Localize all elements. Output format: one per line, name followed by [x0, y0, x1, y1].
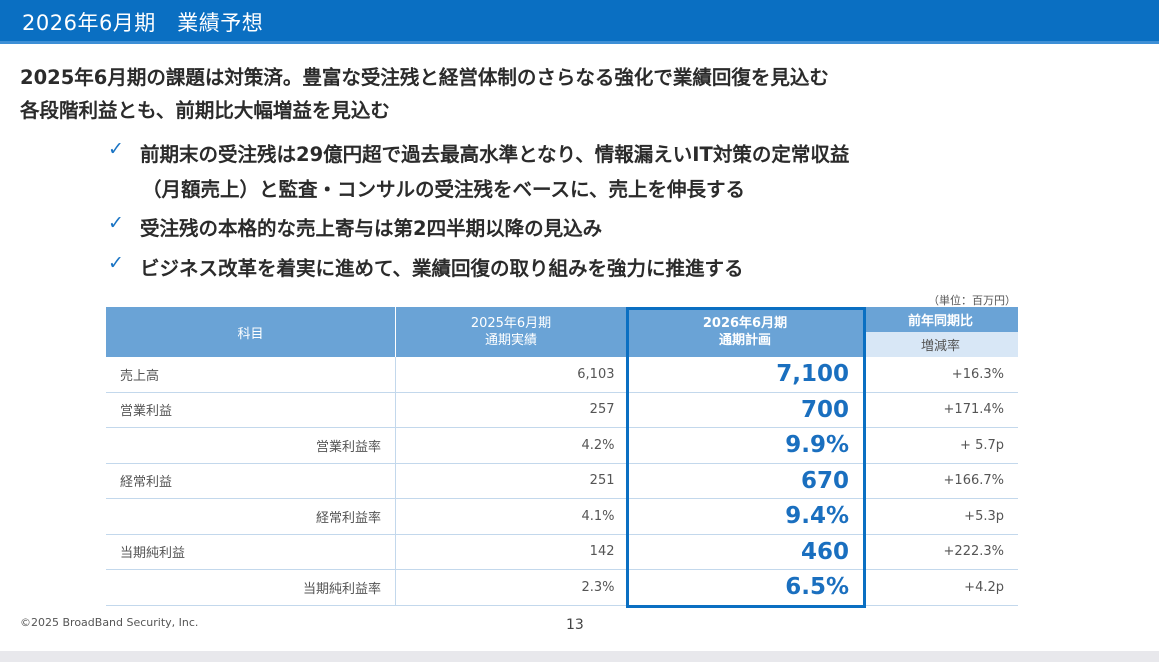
slide-title: 2026年6月期 業績予想: [22, 11, 264, 35]
bullet-item: ✓ 受注残の本格的な売上寄与は第2四半期以降の見込み: [108, 212, 849, 252]
table-row: 経常利益 251 670 +166.7%: [106, 463, 1018, 499]
table-row: 当期純利益 142 460 +222.3%: [106, 534, 1018, 570]
bullet-text: ビジネス改革を着実に進めて、業績回復の取り組みを強力に推進する: [140, 257, 744, 280]
row-plan: 9.9%: [626, 427, 863, 464]
header-subject: 科目: [106, 307, 396, 357]
check-icon: ✓: [108, 252, 124, 274]
row-yoy: +222.3%: [863, 534, 1018, 570]
forecast-table: 科目 2025年6月期 通期実績 2026年6月期 通期計画 前年同期比 増減率…: [106, 307, 1018, 606]
header-plan-line2: 通期計画: [718, 333, 771, 348]
row-prev: 4.2%: [395, 427, 627, 464]
row-yoy: +166.7%: [863, 463, 1018, 499]
row-plan: 700: [626, 392, 863, 428]
row-plan: 7,100: [626, 357, 863, 393]
header-plan-line1: 2026年6月期: [702, 316, 788, 331]
header-yoy-rate: 増減率: [863, 332, 1018, 357]
page-number: 13: [566, 617, 584, 633]
check-icon: ✓: [108, 138, 124, 160]
table-row: 営業利益率 4.2% 9.9% + 5.7p: [106, 427, 1018, 464]
row-plan: 6.5%: [626, 569, 863, 606]
row-prev: 2.3%: [395, 569, 627, 606]
row-subject: 売上高: [106, 357, 396, 393]
unit-label: （単位：百万円）: [928, 294, 1016, 307]
bottom-bar: [0, 651, 1159, 662]
header-prev-line1: 2025年6月期: [470, 316, 552, 331]
row-subject: 当期純利益: [106, 534, 396, 570]
bullet-item: ✓ 前期末の受注残は29億円超で過去最高水準となり、情報漏えいIT対策の定常収益…: [108, 138, 849, 210]
slide-header: 2026年6月期 業績予想: [0, 0, 1159, 44]
lead-text-1: 2025年6月期の課題は対策済。豊富な受注残と経営体制のさらなる強化で業績回復を…: [20, 66, 829, 89]
header-plan: 2026年6月期 通期計画: [626, 307, 863, 357]
table-row: 営業利益 257 700 +171.4%: [106, 392, 1018, 428]
row-prev: 6,103: [395, 357, 627, 393]
bullet-text: 受注残の本格的な売上寄与は第2四半期以降の見込み: [140, 217, 603, 240]
row-yoy: +16.3%: [863, 357, 1018, 393]
row-plan: 670: [626, 463, 863, 499]
bullet-list: ✓ 前期末の受注残は29億円超で過去最高水準となり、情報漏えいIT対策の定常収益…: [108, 138, 849, 281]
row-yoy: +4.2p: [863, 569, 1018, 606]
table-row: 経常利益率 4.1% 9.4% +5.3p: [106, 498, 1018, 535]
row-plan: 460: [626, 534, 863, 570]
row-prev: 257: [395, 392, 627, 428]
row-yoy: +5.3p: [863, 498, 1018, 535]
row-subject: 経常利益: [106, 463, 396, 499]
check-icon: ✓: [108, 212, 124, 234]
row-prev: 142: [395, 534, 627, 570]
header-prev-actual: 2025年6月期 通期実績: [395, 307, 627, 357]
bullet-item: ✓ ビジネス改革を着実に進めて、業績回復の取り組みを強力に推進する: [108, 252, 849, 281]
row-subject: 営業利益: [106, 392, 396, 428]
table-row: 当期純利益率 2.3% 6.5% +4.2p: [106, 569, 1018, 606]
row-prev: 251: [395, 463, 627, 499]
header-yoy: 前年同期比: [863, 307, 1018, 332]
row-subject: 営業利益率: [106, 427, 396, 464]
row-yoy: +171.4%: [863, 392, 1018, 428]
copyright: ©2025 BroadBand Security, Inc.: [20, 616, 199, 629]
row-yoy: + 5.7p: [863, 427, 1018, 464]
row-plan: 9.4%: [626, 498, 863, 535]
row-prev: 4.1%: [395, 498, 627, 535]
table-row: 売上高 6,103 7,100 +16.3%: [106, 357, 1018, 393]
lead-text-2: 各段階利益とも、前期比大幅増益を見込む: [20, 99, 390, 122]
header-prev-line2: 通期実績: [484, 333, 537, 348]
bullet-text: 前期末の受注残は29億円超で過去最高水準となり、情報漏えいIT対策の定常収益: [140, 143, 850, 166]
row-subject: 経常利益率: [106, 498, 396, 535]
bullet-text-continued: （月額売上）と監査・コンサルの受注残をベースに、売上を伸長する: [142, 178, 745, 201]
row-subject: 当期純利益率: [106, 569, 396, 606]
